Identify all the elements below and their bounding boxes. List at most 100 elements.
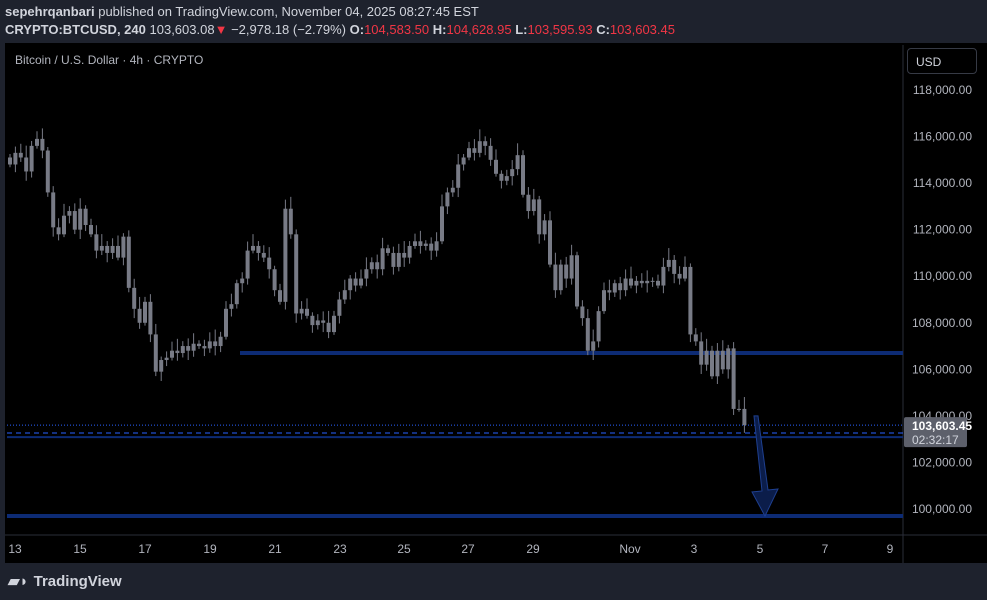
currency-button[interactable]: USD [907,48,977,74]
price-tick-label: 112,000.00 [913,223,972,237]
candle-body [396,252,401,267]
candle-body [272,269,277,291]
candle-body [607,290,612,293]
price-tick-label: 106,000.00 [912,362,972,376]
candle-body [650,280,655,282]
candle-body [110,245,115,253]
candle-body [245,250,250,279]
candle-body [467,148,471,158]
candle-body [623,278,628,291]
candle-body [677,273,682,279]
candle-body [375,262,380,270]
price-tick-label: 114,000.00 [913,176,972,190]
candle-body [429,243,434,251]
candle-body [299,308,304,314]
candle-body [445,192,450,207]
time-tick-label: 9 [887,542,894,556]
candle-body [342,290,347,300]
time-tick-label: 13 [8,542,22,556]
candle-body [121,236,126,258]
candle-body [202,346,207,349]
candle-body [153,334,158,372]
candle-body [218,336,223,347]
candle-body [666,259,671,267]
candle-body [672,259,677,274]
price-tick-label: 108,000.00 [912,316,972,330]
candle-body [504,176,509,181]
candle-body [402,252,407,258]
candle-body [229,304,234,309]
chart-panel[interactable] [5,43,987,563]
close-value: 103,603.45 [609,22,675,37]
candle-body [510,169,515,177]
candle-body [407,245,412,258]
candle-body [515,155,520,170]
candle-body [126,236,131,288]
candle-body [143,301,147,323]
candle-body [337,299,342,316]
time-tick-label: 3 [691,542,698,556]
candle-body [40,138,45,151]
candle-body [704,350,709,365]
candle-body [569,255,574,279]
candle-body [294,234,299,314]
open-value: 104,583.50 [364,22,430,37]
candle-body [62,215,66,235]
candle-body [132,287,137,309]
chart-title: Bitcoin / U.S. Dollar · 4h · CRYPTO [15,53,204,67]
candle-body [720,350,725,370]
candle-body [72,211,77,230]
candle-body [105,245,110,253]
candle-body [310,315,315,326]
candle-body [186,346,191,351]
candle-body [488,145,493,160]
candle-body [24,157,29,172]
candle-body [602,290,606,312]
candle-body [693,334,698,342]
candle-body [18,152,23,158]
candle-body [731,348,736,409]
candle-body [413,241,417,246]
low-value: 103,595.93 [527,22,593,37]
candle-body [391,252,396,267]
candle-body [645,280,650,284]
candle-body [94,234,99,251]
candle-body [353,278,358,286]
candle-body [494,159,498,174]
candle-body [564,264,569,279]
candle-body [159,360,164,372]
candle-body [89,225,93,235]
candle-body [213,341,218,347]
candle-body [67,211,72,216]
candle-body [461,157,466,165]
candle-body [639,280,644,284]
time-tick-label: 29 [526,542,540,556]
candle-body [380,248,385,270]
candle-body [251,245,255,251]
author[interactable]: sepehrqanbari [5,4,95,19]
candle-body [207,341,212,349]
candle-body [548,220,552,265]
candle-body [348,278,353,291]
candle-body [580,306,585,319]
candle-body [618,283,623,291]
candle-body [531,199,536,212]
candle-body [305,308,309,316]
time-tick-label: Nov [619,542,640,556]
countdown-label: 02:32:17 [912,433,959,447]
time-tick-label: 19 [203,542,217,556]
candle-body [737,408,741,410]
down-arrow-icon [751,415,779,518]
candle-body [434,241,439,251]
price-tick-label: 102,000.00 [912,455,972,469]
candle-body [386,248,390,253]
candle-body [278,290,282,302]
candle-body [629,278,633,286]
candle-body [726,348,731,370]
candle-body [364,269,369,279]
time-tick-label: 5 [757,542,764,556]
candle-body [29,145,34,172]
candle-body [148,301,153,335]
current-price-box [904,417,967,448]
